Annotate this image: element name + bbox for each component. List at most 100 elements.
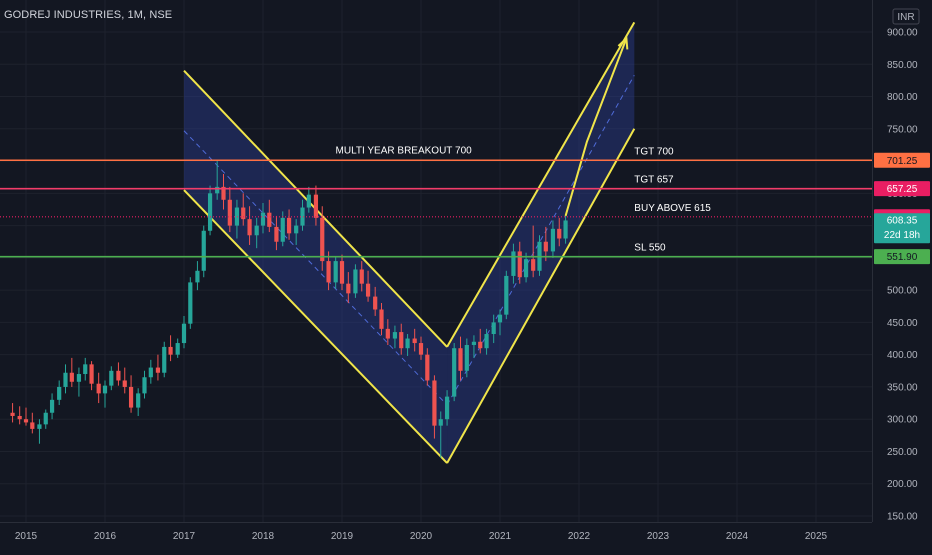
candle[interactable] (10, 403, 15, 423)
candle[interactable] (464, 338, 469, 378)
candle[interactable] (432, 375, 437, 439)
candle[interactable] (531, 225, 536, 278)
candle-body (280, 217, 285, 242)
candle[interactable] (438, 411, 443, 458)
candle[interactable] (379, 303, 384, 336)
candle[interactable] (63, 364, 68, 394)
candle[interactable] (306, 186, 311, 213)
candle[interactable] (188, 277, 193, 329)
candle[interactable] (181, 315, 187, 349)
candle[interactable] (207, 185, 213, 236)
candle[interactable] (425, 348, 430, 386)
candle[interactable] (260, 203, 266, 234)
candle[interactable] (333, 256, 338, 289)
candle[interactable] (444, 390, 450, 426)
candle[interactable] (247, 206, 252, 245)
candle[interactable] (300, 199, 305, 231)
candle[interactable] (458, 336, 463, 381)
candle[interactable] (491, 314, 496, 344)
candle-body (300, 207, 305, 226)
candle[interactable] (43, 409, 48, 429)
candle[interactable] (102, 380, 108, 408)
channel-down-lower[interactable] (183, 189, 448, 464)
candle[interactable] (339, 254, 345, 291)
y-tick-label: 500.00 (887, 286, 918, 297)
candle[interactable] (418, 336, 424, 360)
candle[interactable] (116, 362, 121, 386)
candle[interactable] (83, 357, 88, 381)
candle[interactable] (373, 286, 378, 316)
time-axis[interactable]: 2015 2016 2017 2018 2019 2020 2021 2022 2023 2024… (0, 522, 872, 550)
candle[interactable] (563, 215, 568, 244)
candle[interactable] (517, 241, 522, 284)
candle[interactable] (155, 354, 161, 381)
candle[interactable] (365, 270, 371, 302)
candle[interactable] (511, 243, 516, 284)
candle[interactable] (162, 341, 167, 378)
projection-arrow[interactable] (564, 38, 628, 217)
price-axis[interactable]: INR900.00850.00800.00750.00700.00650.006… (872, 0, 932, 550)
candle[interactable] (392, 325, 398, 349)
candle[interactable] (128, 375, 134, 413)
candle[interactable] (136, 388, 141, 416)
channel-up-upper[interactable] (446, 21, 636, 348)
candle[interactable] (497, 309, 503, 336)
candle[interactable] (49, 393, 55, 420)
candle[interactable] (76, 367, 82, 397)
candle[interactable] (353, 264, 358, 298)
candle[interactable] (286, 209, 292, 240)
candle[interactable] (221, 173, 226, 210)
candle-body (89, 364, 94, 384)
candle[interactable] (399, 323, 404, 355)
candle[interactable] (313, 185, 319, 226)
candle[interactable] (17, 406, 22, 425)
candle[interactable] (175, 338, 180, 358)
candle[interactable] (234, 199, 240, 239)
candle-body (30, 422, 35, 429)
candle[interactable] (543, 226, 548, 262)
candle[interactable] (30, 412, 35, 434)
candle[interactable] (37, 419, 42, 444)
candle[interactable] (96, 372, 101, 404)
candle[interactable] (69, 357, 74, 387)
candle[interactable] (523, 252, 529, 283)
y-tick-label: 300.00 (887, 415, 918, 426)
candle[interactable] (109, 366, 114, 391)
candle[interactable] (195, 261, 200, 291)
candle[interactable] (326, 251, 331, 291)
candle-body (274, 226, 279, 242)
candle[interactable] (550, 220, 556, 258)
candle[interactable] (267, 199, 272, 233)
candle[interactable] (241, 193, 246, 226)
candle[interactable] (89, 361, 94, 391)
candle[interactable] (254, 217, 259, 249)
candle[interactable] (478, 328, 483, 354)
candle[interactable] (148, 359, 153, 384)
candle[interactable] (201, 225, 206, 278)
candle[interactable] (168, 335, 173, 362)
candle[interactable] (23, 407, 29, 426)
candle-body (63, 372, 68, 387)
candle[interactable] (471, 335, 477, 358)
y-tick-label: 400.00 (887, 350, 918, 361)
candle[interactable] (294, 219, 299, 245)
candle[interactable] (484, 328, 489, 355)
candle[interactable] (405, 334, 410, 356)
candle[interactable] (122, 367, 127, 394)
candle[interactable] (504, 270, 509, 320)
candle[interactable] (412, 328, 417, 352)
candle[interactable] (346, 272, 351, 304)
candle[interactable] (215, 161, 220, 200)
candle[interactable] (274, 215, 279, 251)
candle[interactable] (142, 370, 147, 399)
candle[interactable] (557, 217, 562, 247)
candle[interactable] (452, 343, 457, 402)
x-tick-label: 2019 (331, 531, 354, 542)
candle[interactable] (57, 380, 62, 406)
channel-up-lower[interactable] (446, 128, 636, 464)
candle[interactable] (320, 206, 325, 271)
candle[interactable] (227, 186, 232, 233)
candle[interactable] (385, 319, 390, 345)
candle[interactable] (359, 261, 364, 292)
